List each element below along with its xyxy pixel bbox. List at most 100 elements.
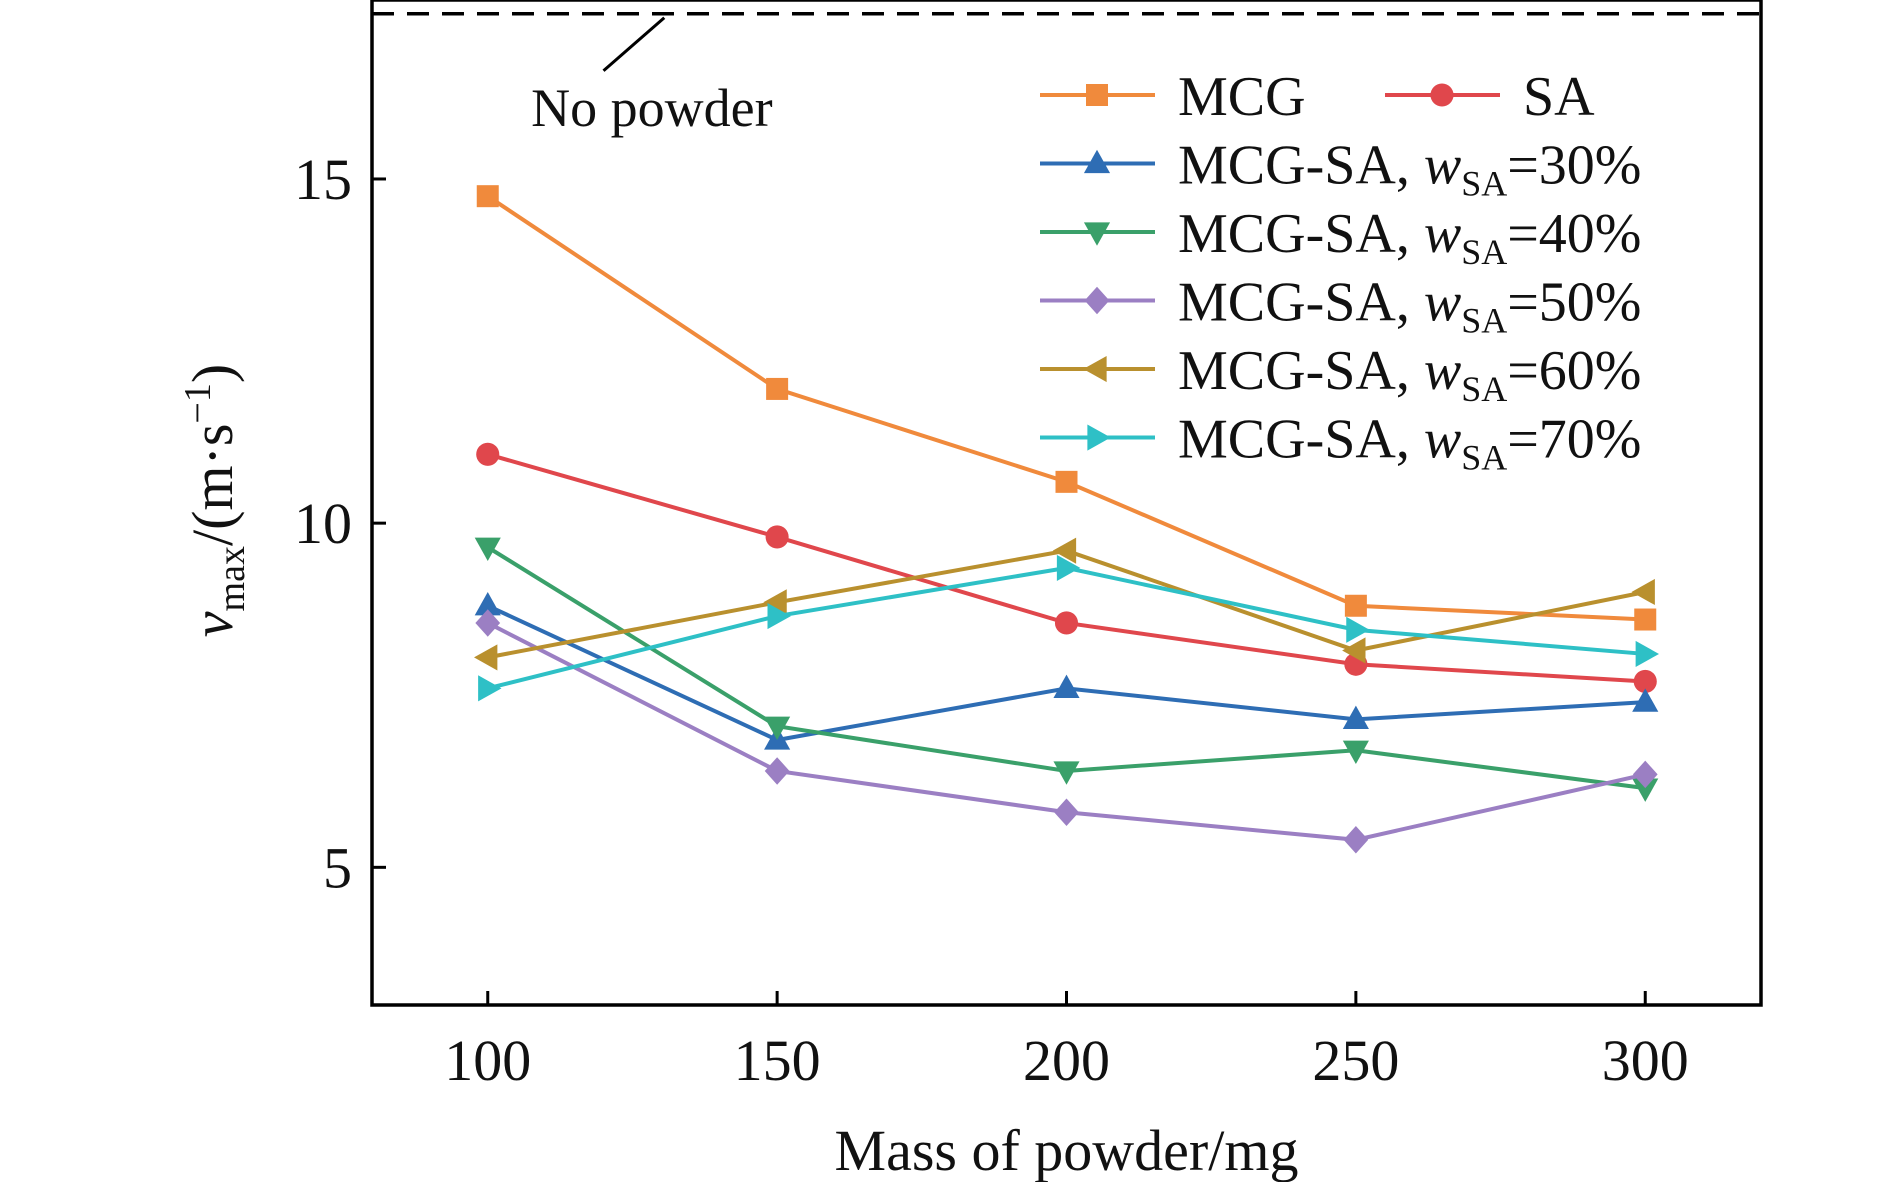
y-axis-subscript: max — [211, 546, 253, 611]
legend-marker — [1430, 83, 1454, 107]
axes: 100 150 200 250 300 5 10 15 — [294, 0, 1763, 1093]
series-1 — [476, 185, 1657, 631]
y-tick-label: 15 — [294, 147, 352, 212]
legend-entry-2: SA — [1385, 66, 1595, 128]
y-axis-unit-suffix: ) — [180, 364, 245, 383]
legend-entry-5: MCG-SA, wSA=50% — [1040, 272, 1641, 341]
legend-label-suffix: =30% — [1507, 135, 1641, 197]
legend-marker — [1084, 286, 1110, 315]
data-point — [476, 442, 500, 466]
legend-label-subscript: SA — [1461, 164, 1507, 204]
data-point — [1634, 608, 1657, 631]
y-axis-symbol: v — [180, 611, 245, 637]
data-point — [474, 537, 501, 561]
legend-label: MCG-SA, wSA=50% — [1178, 272, 1641, 341]
x-tick-label: 250 — [1312, 1028, 1399, 1093]
legend-label-prefix: MCG-SA, — [1178, 340, 1424, 402]
data-point — [1342, 705, 1369, 729]
data-point — [1053, 761, 1080, 785]
data-point — [764, 716, 791, 740]
legend-label: MCG-SA, wSA=70% — [1178, 409, 1641, 478]
legend-label-prefix: MCG-SA, — [1178, 409, 1424, 471]
series-7 — [478, 554, 1659, 702]
data-point — [1632, 760, 1658, 789]
data-point — [767, 603, 791, 630]
legend-entry-7: MCG-SA, wSA=70% — [1040, 409, 1641, 478]
legend-entry-6: MCG-SA, wSA=60% — [1040, 340, 1641, 409]
data-point — [1635, 640, 1659, 668]
legend-label-suffix: =60% — [1507, 340, 1641, 402]
legend-label-symbol: w — [1424, 409, 1461, 471]
legend-label: MCG-SA, wSA=30% — [1178, 135, 1641, 204]
x-axis-title: Mass of powder/mg — [835, 1118, 1299, 1182]
legend-marker — [1083, 355, 1107, 383]
legend-label-symbol: w — [1424, 135, 1461, 197]
data-point — [765, 525, 789, 549]
legend-marker — [1087, 424, 1111, 451]
data-point — [1055, 470, 1078, 493]
reference-line-label: No powder — [531, 78, 772, 138]
legend-label-symbol: w — [1424, 272, 1461, 334]
data-point — [1056, 554, 1081, 581]
legend-label-prefix: MCG-SA, — [1178, 135, 1424, 197]
legend-label-symbol: w — [1424, 203, 1461, 265]
legend-label-prefix: MCG-SA, — [1178, 203, 1424, 265]
legend-marker — [1083, 149, 1111, 174]
legend-label-prefix: MCG-SA, — [1178, 272, 1424, 334]
data-point — [1633, 669, 1657, 694]
legend-entry-1: MCG — [1040, 66, 1306, 128]
y-axis-title: vmax/(m·s−1) — [177, 364, 253, 637]
legend-label-subscript: SA — [1461, 438, 1507, 478]
series-6 — [474, 537, 1655, 671]
y-tick-label: 5 — [323, 835, 352, 900]
data-point — [1632, 778, 1659, 802]
x-tick-label: 300 — [1602, 1028, 1689, 1093]
series-4 — [474, 537, 1659, 802]
legend-marker — [1086, 84, 1108, 106]
legend-label-subscript: SA — [1461, 369, 1507, 409]
legend-label-subscript: SA — [1461, 232, 1507, 272]
data-point — [1346, 616, 1370, 643]
legend-entry-4: MCG-SA, wSA=40% — [1040, 203, 1641, 272]
data-point — [1054, 611, 1079, 635]
data-point — [1343, 826, 1369, 854]
y-axis-unit-prefix: /(m·s — [180, 424, 245, 546]
legend-label-suffix: =70% — [1507, 409, 1641, 471]
data-point — [1342, 740, 1369, 765]
data-point — [1342, 637, 1366, 664]
reference-line-group — [372, 12, 1761, 72]
legend-label: MCG-SA, wSA=60% — [1178, 340, 1641, 409]
series-3 — [474, 592, 1659, 750]
legend-label-symbol: w — [1424, 340, 1461, 402]
legend-entry-3: MCG-SA, wSA=30% — [1040, 135, 1641, 204]
data-point — [1053, 674, 1080, 698]
y-axis-unit-exponent: −1 — [177, 383, 219, 423]
data-point — [1344, 594, 1367, 617]
x-tick-label: 150 — [734, 1028, 821, 1093]
legend-label: MCG — [1178, 66, 1306, 128]
series-layer — [474, 185, 1659, 854]
data-point — [766, 377, 789, 400]
legend-label-suffix: =50% — [1507, 272, 1641, 334]
x-tick-label: 100 — [444, 1028, 531, 1093]
legend-label-suffix: =40% — [1507, 203, 1641, 265]
legend-label-subscript: SA — [1461, 301, 1507, 341]
legend-marker — [1083, 222, 1111, 246]
data-point — [1631, 578, 1655, 606]
data-point — [474, 644, 498, 671]
data-point — [476, 185, 499, 208]
series-5 — [475, 609, 1658, 854]
x-tick-label: 200 — [1023, 1028, 1110, 1093]
legend-label: MCG-SA, wSA=40% — [1178, 203, 1641, 272]
data-point — [1052, 537, 1077, 564]
data-point — [1054, 798, 1079, 827]
data-point — [475, 609, 501, 637]
y-tick-label: 10 — [294, 491, 352, 556]
data-point — [474, 592, 501, 616]
data-point — [764, 757, 790, 785]
legend-label: SA — [1523, 66, 1595, 128]
data-point — [478, 675, 502, 702]
reference-line-leader — [602, 16, 666, 72]
